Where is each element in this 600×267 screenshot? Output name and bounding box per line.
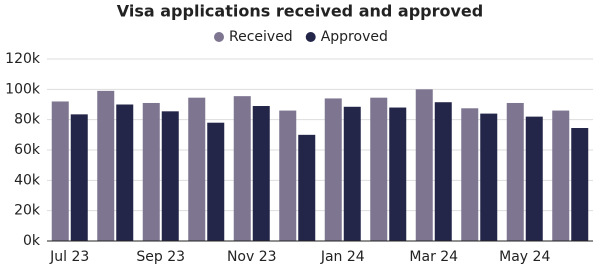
bar	[298, 134, 316, 241]
bar	[552, 110, 570, 241]
bar	[434, 102, 452, 241]
bar	[188, 97, 206, 241]
x-tick-label: Jul 23	[49, 249, 89, 265]
x-tick-label: Nov 23	[227, 249, 277, 265]
y-tick-label: 0k	[23, 233, 41, 249]
bar	[233, 96, 251, 242]
bar	[51, 101, 69, 241]
bar	[480, 113, 498, 241]
legend-label: Approved	[321, 29, 388, 45]
bar	[324, 98, 342, 241]
bar	[389, 107, 407, 242]
y-tick-label: 120k	[5, 51, 41, 67]
bar	[506, 102, 524, 241]
bar	[525, 116, 543, 241]
legend-marker	[214, 32, 224, 42]
x-tick-label: May 24	[499, 249, 550, 265]
bar	[97, 90, 115, 241]
bar	[142, 102, 160, 241]
x-tick-label: Sep 23	[136, 249, 185, 265]
y-tick-label: 80k	[14, 112, 41, 128]
bar	[279, 110, 297, 241]
bar	[161, 111, 179, 241]
y-tick-label: 60k	[14, 142, 41, 158]
x-tick-label: Mar 24	[409, 249, 458, 265]
legend-marker	[305, 32, 316, 42]
bar	[343, 106, 361, 242]
bar	[461, 108, 479, 242]
y-tick-label: 40k	[14, 172, 41, 188]
bar	[571, 128, 589, 241]
bar	[370, 97, 388, 241]
bar	[252, 106, 270, 242]
y-tick-label: 100k	[5, 81, 41, 97]
chart-title: Visa applications received and approved	[117, 2, 483, 21]
bar	[415, 89, 433, 241]
y-tick-label: 20k	[14, 203, 41, 219]
bar	[116, 104, 134, 241]
bar	[70, 114, 88, 241]
x-tick-label: Jan 24	[320, 249, 365, 265]
legend-label: Received	[229, 29, 293, 45]
bar	[207, 122, 225, 241]
